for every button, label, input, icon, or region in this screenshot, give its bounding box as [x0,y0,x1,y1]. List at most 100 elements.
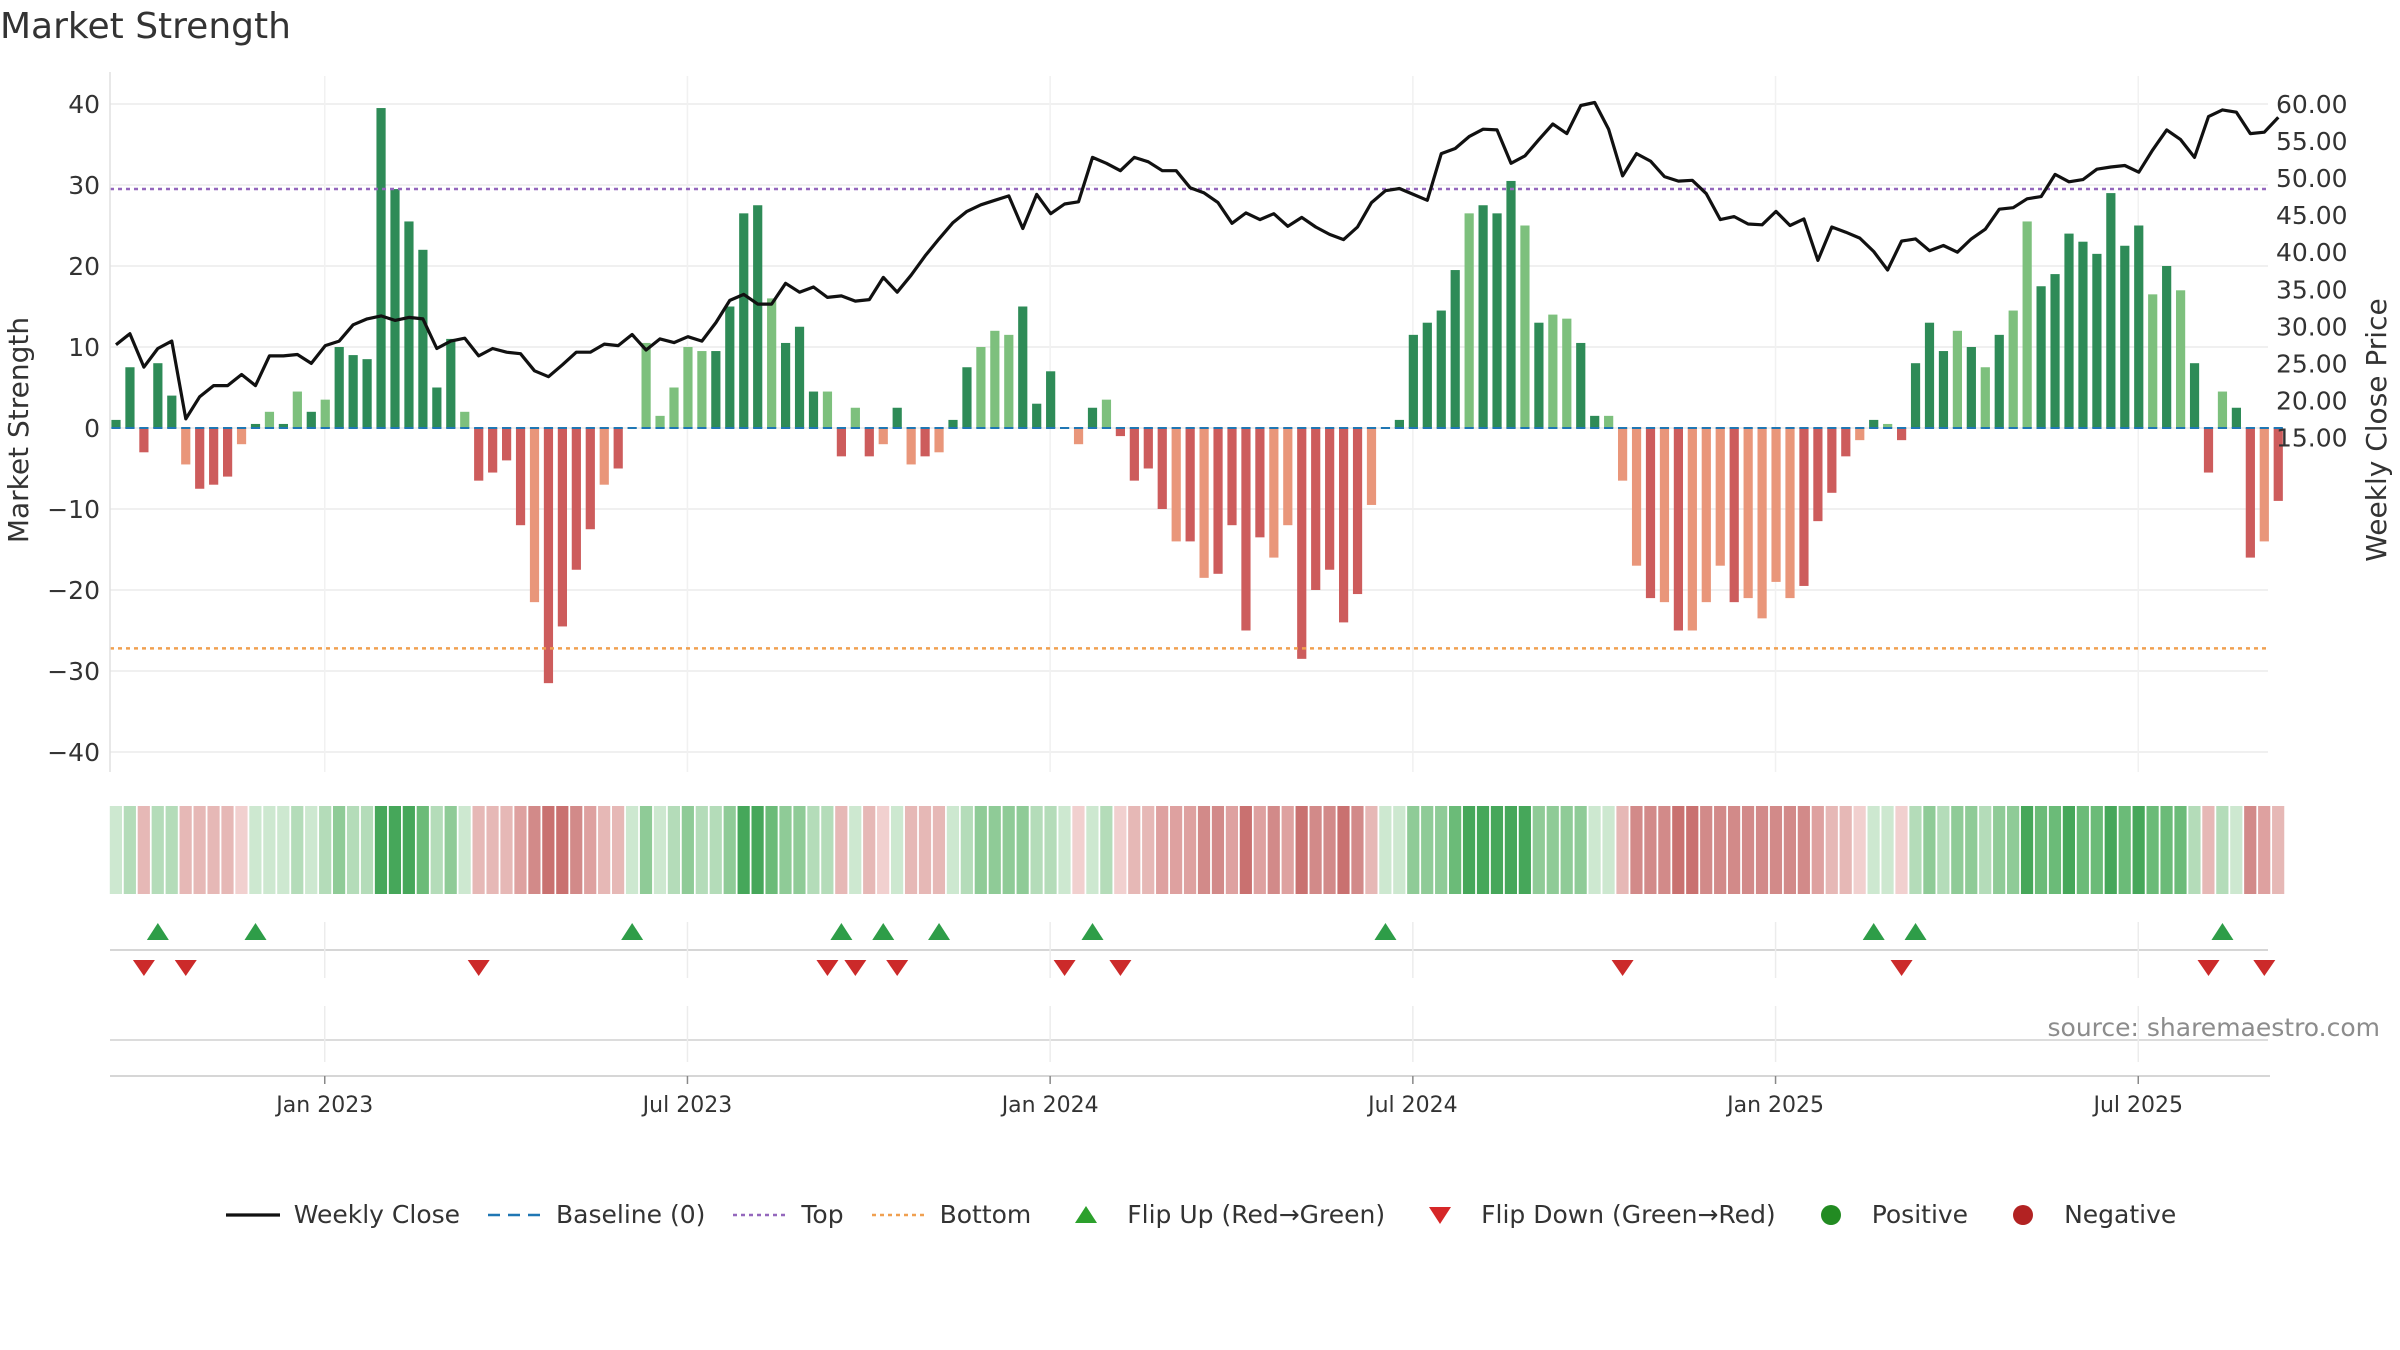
regime-cell [1253,806,1266,894]
regime-cell [1490,806,1504,894]
y-axis-label-right: Weekly Close Price [2360,298,2393,561]
strength-bar [404,221,414,428]
regime-cell [556,806,569,894]
strength-bar [1869,419,1879,428]
strength-bar [515,428,526,526]
regime-cell [1728,806,1741,894]
strength-bar [529,428,540,603]
regime-cell [807,806,820,894]
strength-bar [1534,322,1544,428]
regime-cell [123,806,136,894]
strength-bar [1171,428,1181,542]
regime-cell [625,806,639,894]
regime-cell [416,806,429,894]
strength-bar [1910,363,1921,428]
y-tick-left: 10 [68,333,100,362]
strength-bar [920,428,930,457]
regime-cell [1351,806,1364,894]
strength-bar [822,391,833,428]
legend-circle [2013,1204,2034,1225]
legend-label: Baseline (0) [556,1200,706,1229]
strength-bar [1073,428,1084,445]
strength-bar [223,428,233,477]
regime-cell [1072,806,1085,894]
y-tick-left: −20 [47,576,100,605]
strength-bar [557,428,567,627]
legend-item: Weekly Close [224,1200,460,1229]
regime-cell [1979,806,1992,894]
strength-bar [2064,233,2074,428]
regime-cell [1532,806,1545,894]
strength-bar [278,423,288,428]
flip-up-marker [1904,923,1927,940]
regime-cell [444,806,457,894]
regime-cell [1421,806,1434,894]
regime-cell [1267,806,1280,894]
regime-cell [2244,806,2257,894]
regime-cell [584,806,597,894]
regime-cell [486,806,499,894]
regime-cell [500,806,513,894]
strength-bar [1757,428,1767,619]
strength-bar [2120,245,2130,428]
strength-bar [1506,180,1516,428]
strength-bar [1966,347,1976,428]
regime-cell [1462,806,1476,894]
regime-cell [2076,806,2089,894]
regime-cell [1128,806,1141,894]
regime-cell [2160,806,2173,894]
regime-cell [1881,806,1894,894]
strength-bar [1339,428,1349,623]
regime-cell [653,806,667,894]
legend-symbol-tri-up [1075,1205,1098,1223]
strength-bar [934,428,944,453]
legend-label: Weekly Close [293,1200,461,1229]
flip-down-marker [1109,960,1132,976]
regime-cell [570,806,583,894]
strength-bar [571,428,581,570]
strength-bar [1827,428,1837,493]
legend-tri-down [1429,1206,1452,1224]
strength-bar [446,338,456,428]
strength-bar [1771,428,1781,582]
regime-cell [723,806,736,894]
y-tick-left: 0 [84,414,100,443]
regime-cell [2202,806,2215,894]
regime-cell [1016,806,1029,894]
flip-up-marker [830,923,853,940]
strength-bar [1464,213,1474,428]
regime-cell [779,806,792,894]
strength-bar [1799,428,1809,586]
regime-cell [835,806,848,894]
strength-bar [739,213,749,428]
regime-cell [235,806,248,894]
legend-item: Bottom [870,1200,1031,1229]
regime-cell [1630,806,1643,894]
regime-cell [221,806,234,894]
flip-up-marker [146,923,169,940]
regime-cell [2258,806,2271,894]
regime-cell [1700,806,1713,894]
strength-bar [1046,371,1056,428]
regime-cell [667,806,680,894]
strength-bar [1813,428,1823,522]
y-tick-left: 20 [68,252,100,281]
regime-cell [932,806,946,894]
regime-cell [263,806,276,894]
regime-cell [2090,806,2103,894]
strength-bar [1673,428,1683,631]
strength-bar [2189,363,2200,428]
strength-bar [1157,428,1167,509]
strength-bar [236,428,247,445]
regime-cell [2118,806,2131,894]
strength-bar [1227,428,1237,526]
legend-item: Negative [1994,1200,2176,1229]
strength-bar [641,342,651,428]
strength-bar [1436,310,1446,428]
strength-bar [878,428,888,445]
y-tick-left: 40 [68,90,100,119]
legend-circle [1820,1204,1841,1225]
regime-cell [137,806,150,894]
strength-bar [781,342,791,428]
strength-bar [111,419,121,428]
